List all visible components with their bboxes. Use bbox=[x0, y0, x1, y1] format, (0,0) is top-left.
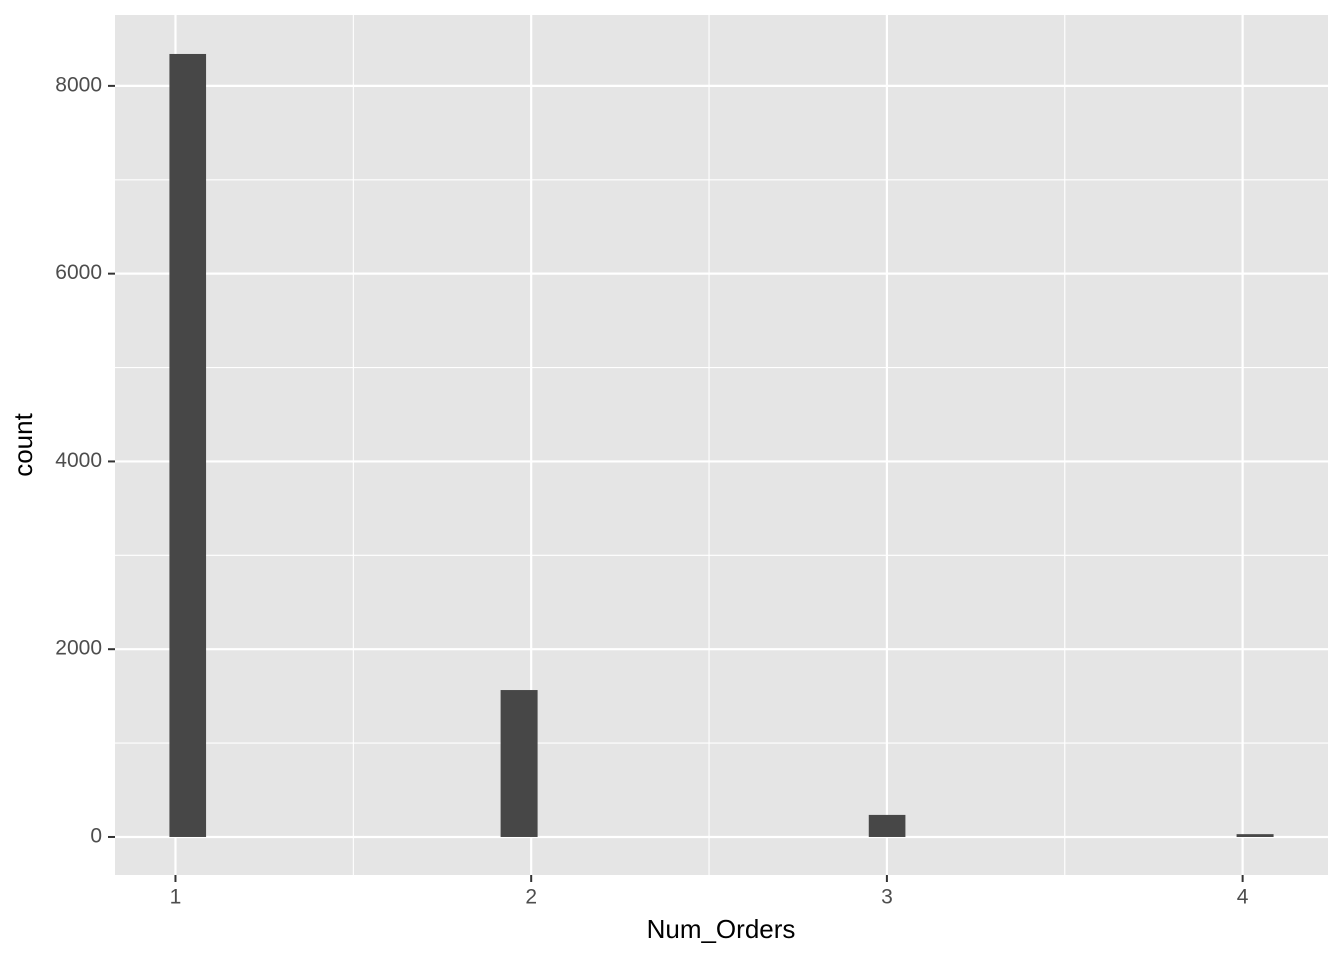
bar bbox=[500, 690, 538, 837]
y-tick-label: 2000 bbox=[55, 637, 102, 660]
x-tick-label: 3 bbox=[881, 886, 893, 909]
x-axis-title: Num_Orders bbox=[647, 914, 796, 944]
bar bbox=[1236, 834, 1274, 837]
axes: 0 2000 4000 6000 8000 1 2 3 4 bbox=[55, 73, 1249, 908]
x-tick-label: 1 bbox=[170, 886, 182, 909]
bars bbox=[169, 53, 1274, 837]
y-tick-label: 6000 bbox=[55, 261, 102, 284]
x-tick-label: 2 bbox=[525, 886, 537, 909]
y-tick-label: 0 bbox=[90, 825, 102, 848]
y-axis-title: count bbox=[8, 412, 38, 476]
bar bbox=[868, 814, 906, 837]
x-tick-label: 4 bbox=[1237, 886, 1249, 909]
y-tick-label: 8000 bbox=[55, 73, 102, 96]
panel bbox=[115, 15, 1328, 875]
y-tick-label: 4000 bbox=[55, 449, 102, 472]
bar bbox=[169, 53, 207, 837]
